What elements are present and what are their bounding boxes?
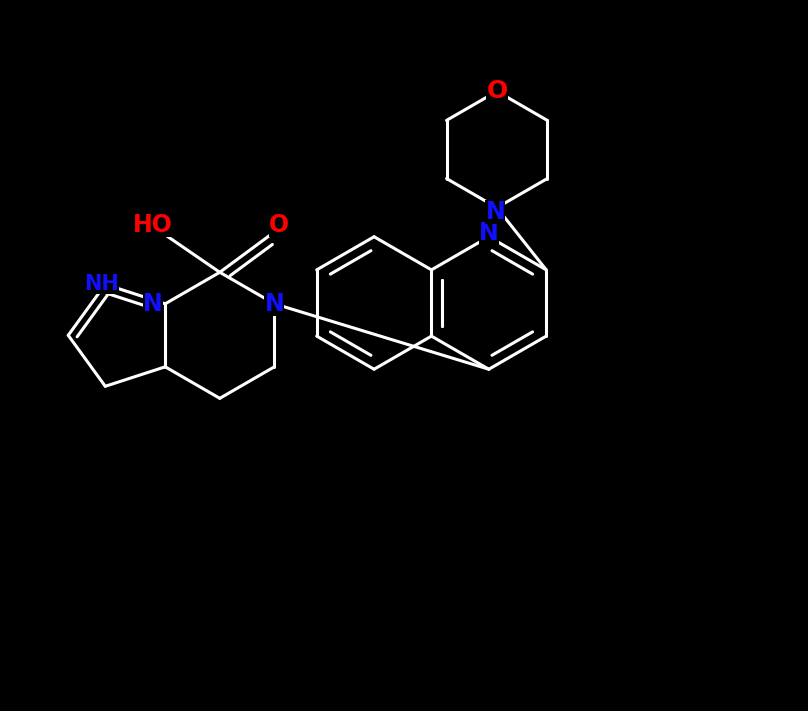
- Text: NH: NH: [84, 274, 119, 294]
- Text: N: N: [264, 292, 284, 316]
- Text: O: O: [269, 213, 288, 237]
- Text: N: N: [479, 220, 499, 245]
- Text: N: N: [143, 292, 163, 316]
- Text: N: N: [486, 200, 505, 224]
- Text: HO: HO: [133, 213, 173, 237]
- Text: O: O: [486, 80, 507, 103]
